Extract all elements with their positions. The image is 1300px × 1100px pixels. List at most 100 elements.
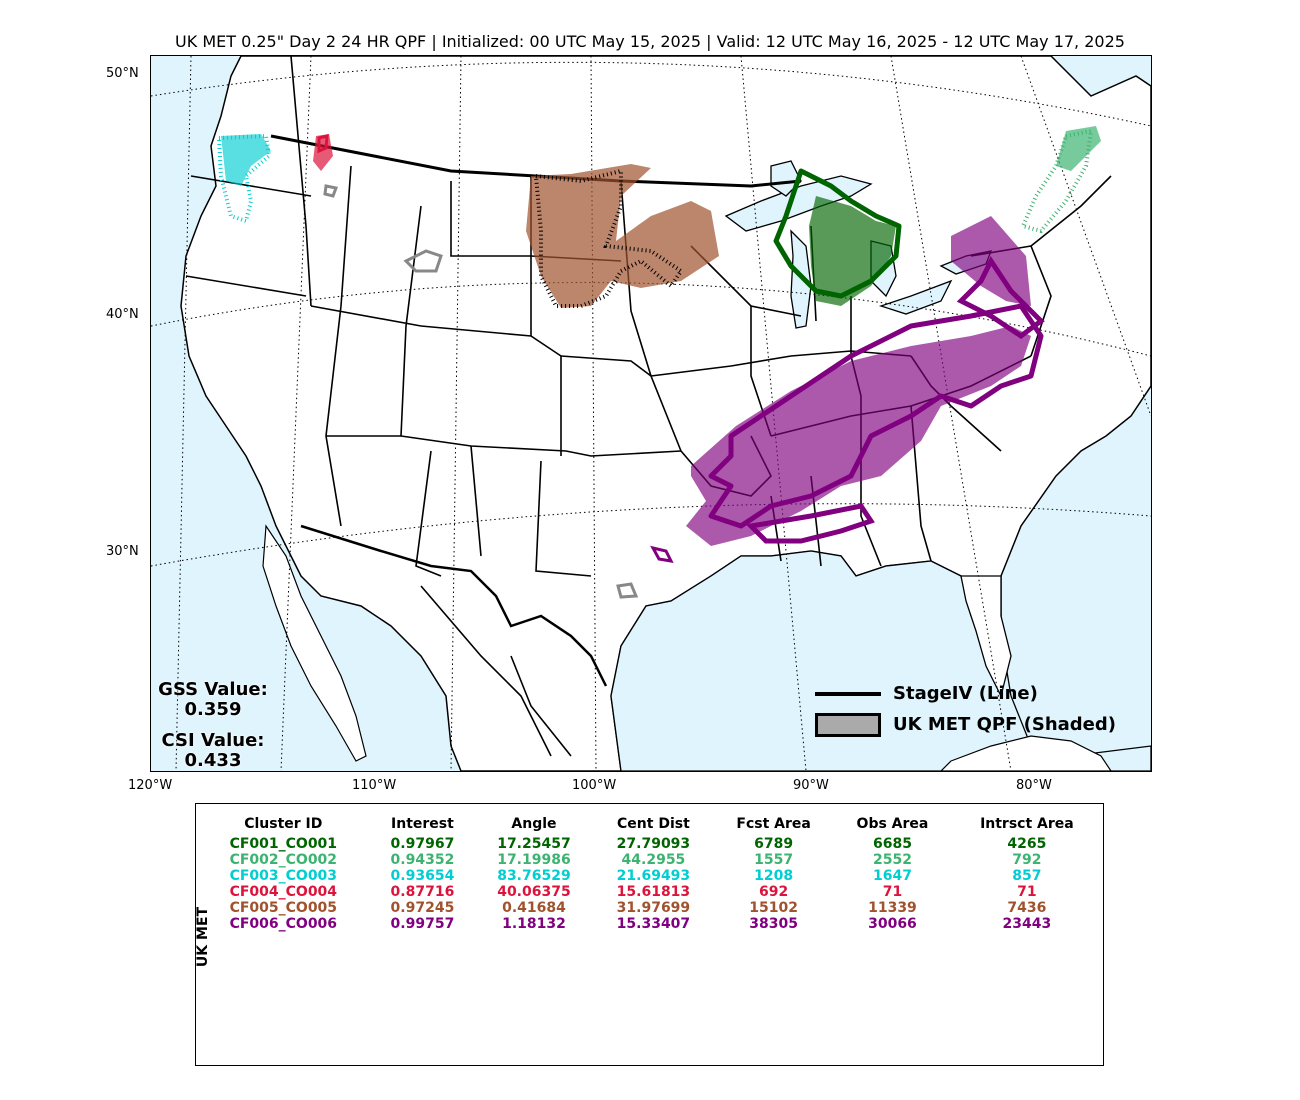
table-row: CF002_CO002 0.94352 17.19986 44.2955 1557 255…	[196, 852, 1103, 868]
lat-label: 50°N	[106, 66, 139, 81]
table-cell: CF001_CO001	[229, 836, 338, 852]
table-cell: 2552	[872, 852, 912, 868]
cluster-CF004	[313, 134, 333, 171]
lat-label: 30°N	[106, 544, 139, 559]
table-cell: 792	[1012, 852, 1042, 868]
table-cell: 38305	[749, 916, 798, 932]
table-cell: 23443	[1002, 916, 1052, 932]
cluster-CF003-fcst	[221, 134, 271, 186]
cluster-stats-panel: UK MET Cluster ID Interest Angle Cent Di…	[195, 803, 1104, 1066]
gss-label: GSS Value:	[158, 679, 268, 700]
table-cell: 15.33407	[616, 916, 691, 932]
table-cell: 1557	[754, 852, 794, 868]
table-header-row: Cluster ID Interest Angle Cent Dist Fcst…	[196, 816, 1103, 836]
cuba	[940, 735, 1112, 771]
lat-label: 40°N	[106, 307, 139, 322]
table-cell: 15102	[749, 900, 798, 916]
table-cell: 17.19986	[497, 852, 571, 868]
table-row: CF005_CO005 0.97245 0.41684 31.97699 15102 11…	[196, 900, 1103, 916]
table-row: CF003_CO003 0.93654 83.76529 21.69493 1208 16…	[196, 868, 1103, 884]
table-cell: 27.79093	[616, 836, 691, 852]
table-cell: CF004_CO004	[229, 884, 338, 900]
table-cell: 1.18132	[502, 916, 566, 932]
map-legend: StageIV (Line) UK MET QPF (Shaded)	[815, 678, 1116, 740]
table-cell: 0.97245	[390, 900, 455, 916]
cluster-stats-table: Cluster ID Interest Angle Cent Dist Fcst…	[196, 816, 1103, 932]
legend-shaded-swatch	[815, 712, 881, 737]
table-cell: 30066	[868, 916, 917, 932]
table-cell: 0.41684	[502, 900, 566, 916]
csi-value: 0.433	[184, 750, 242, 771]
table-cell: 21.69493	[616, 868, 691, 884]
unmatched-clusters	[323, 184, 674, 599]
table-row: CF001_CO001 0.97967 17.25457 27.79093 6789 66…	[196, 836, 1103, 852]
table-cell: 0.93654	[390, 868, 455, 884]
cluster-CF001-obs	[773, 168, 902, 299]
cluster-CF003	[216, 133, 272, 224]
legend-line-label: StageIV (Line)	[893, 683, 1038, 704]
table-cell: CF005_CO005	[229, 900, 338, 916]
table-cell: 17.25457	[497, 836, 571, 852]
col-header: Angle	[511, 816, 557, 832]
map-title: UK MET 0.25" Day 2 24 HR QPF | Initializ…	[175, 32, 1125, 51]
cluster-CF002-obs	[1020, 128, 1094, 234]
lon-label: 90°W	[793, 778, 829, 793]
cluster-CF005-fcst	[526, 164, 719, 308]
table-cell: 857	[1012, 868, 1042, 884]
cluster-CF006-obs-ne	[956, 256, 1045, 340]
col-header: Cent Dist	[617, 816, 690, 832]
table-cell: 0.87716	[390, 884, 455, 900]
cluster-CF005-obs	[533, 168, 684, 308]
legend-row-line: StageIV (Line)	[815, 678, 1116, 709]
table-cell: 15.61813	[616, 884, 691, 900]
table-row: CF006_CO006 0.99757 1.18132 15.33407 38305 30…	[196, 916, 1103, 932]
table-cell: 0.94352	[390, 852, 455, 868]
map-canvas	[151, 56, 1151, 771]
legend-shaded-label: UK MET QPF (Shaded)	[893, 714, 1116, 735]
cluster-CF004-obs	[317, 134, 329, 154]
table-cell: 40.06375	[497, 884, 571, 900]
table-cell: 692	[759, 884, 789, 900]
lon-label: 100°W	[572, 778, 617, 793]
table-cell: 7436	[1007, 900, 1047, 916]
lon-label: 110°W	[352, 778, 397, 793]
table-cell: 44.2955	[621, 852, 686, 868]
cluster-CF002	[1020, 126, 1101, 234]
table-row: CF004_CO004 0.87716 40.06375 15.61813 692 71 7…	[196, 884, 1103, 900]
baja-california	[262, 524, 367, 762]
cluster-CF006-obs-s	[745, 503, 875, 544]
table-cell: 1647	[872, 868, 912, 884]
table-cell: 31.97699	[616, 900, 691, 916]
cluster-CF001	[773, 168, 902, 306]
gss-value: 0.359	[184, 699, 242, 720]
table-cell: 1208	[754, 868, 794, 884]
table-cell: 6685	[872, 836, 912, 852]
cluster-CF006-obs	[708, 303, 1044, 529]
table-cell: 4265	[1007, 836, 1047, 852]
table-cell: 83.76529	[497, 868, 571, 884]
col-header: Interest	[391, 816, 454, 832]
lon-label: 120°W	[128, 778, 173, 793]
table-cell: 0.99757	[390, 916, 455, 932]
florida	[960, 575, 1012, 698]
table-cell: 71	[882, 884, 903, 900]
table-cell: CF003_CO003	[229, 868, 338, 884]
cluster-CF005	[526, 164, 719, 308]
table-cell: 71	[1017, 884, 1037, 900]
col-header: Intrsct Area	[980, 816, 1074, 832]
col-header: Cluster ID	[244, 816, 323, 832]
csi-label: CSI Value:	[161, 730, 265, 751]
col-header: Obs Area	[856, 816, 929, 832]
col-header: Fcst Area	[736, 816, 811, 832]
legend-row-shaded: UK MET QPF (Shaded)	[815, 709, 1116, 740]
cluster-CF006	[686, 216, 1045, 546]
table-cell: 6789	[754, 836, 794, 852]
qpf-map	[150, 55, 1152, 772]
table-cell: CF002_CO002	[229, 852, 338, 868]
table-body: CF001_CO001 0.97967 17.25457 27.79093 6789 66…	[196, 836, 1103, 932]
lon-label: 80°W	[1016, 778, 1052, 793]
table-cell: 11339	[868, 900, 917, 916]
table-cell: 0.97967	[390, 836, 455, 852]
legend-line-swatch	[815, 691, 881, 696]
small-purple-blob	[650, 545, 674, 563]
